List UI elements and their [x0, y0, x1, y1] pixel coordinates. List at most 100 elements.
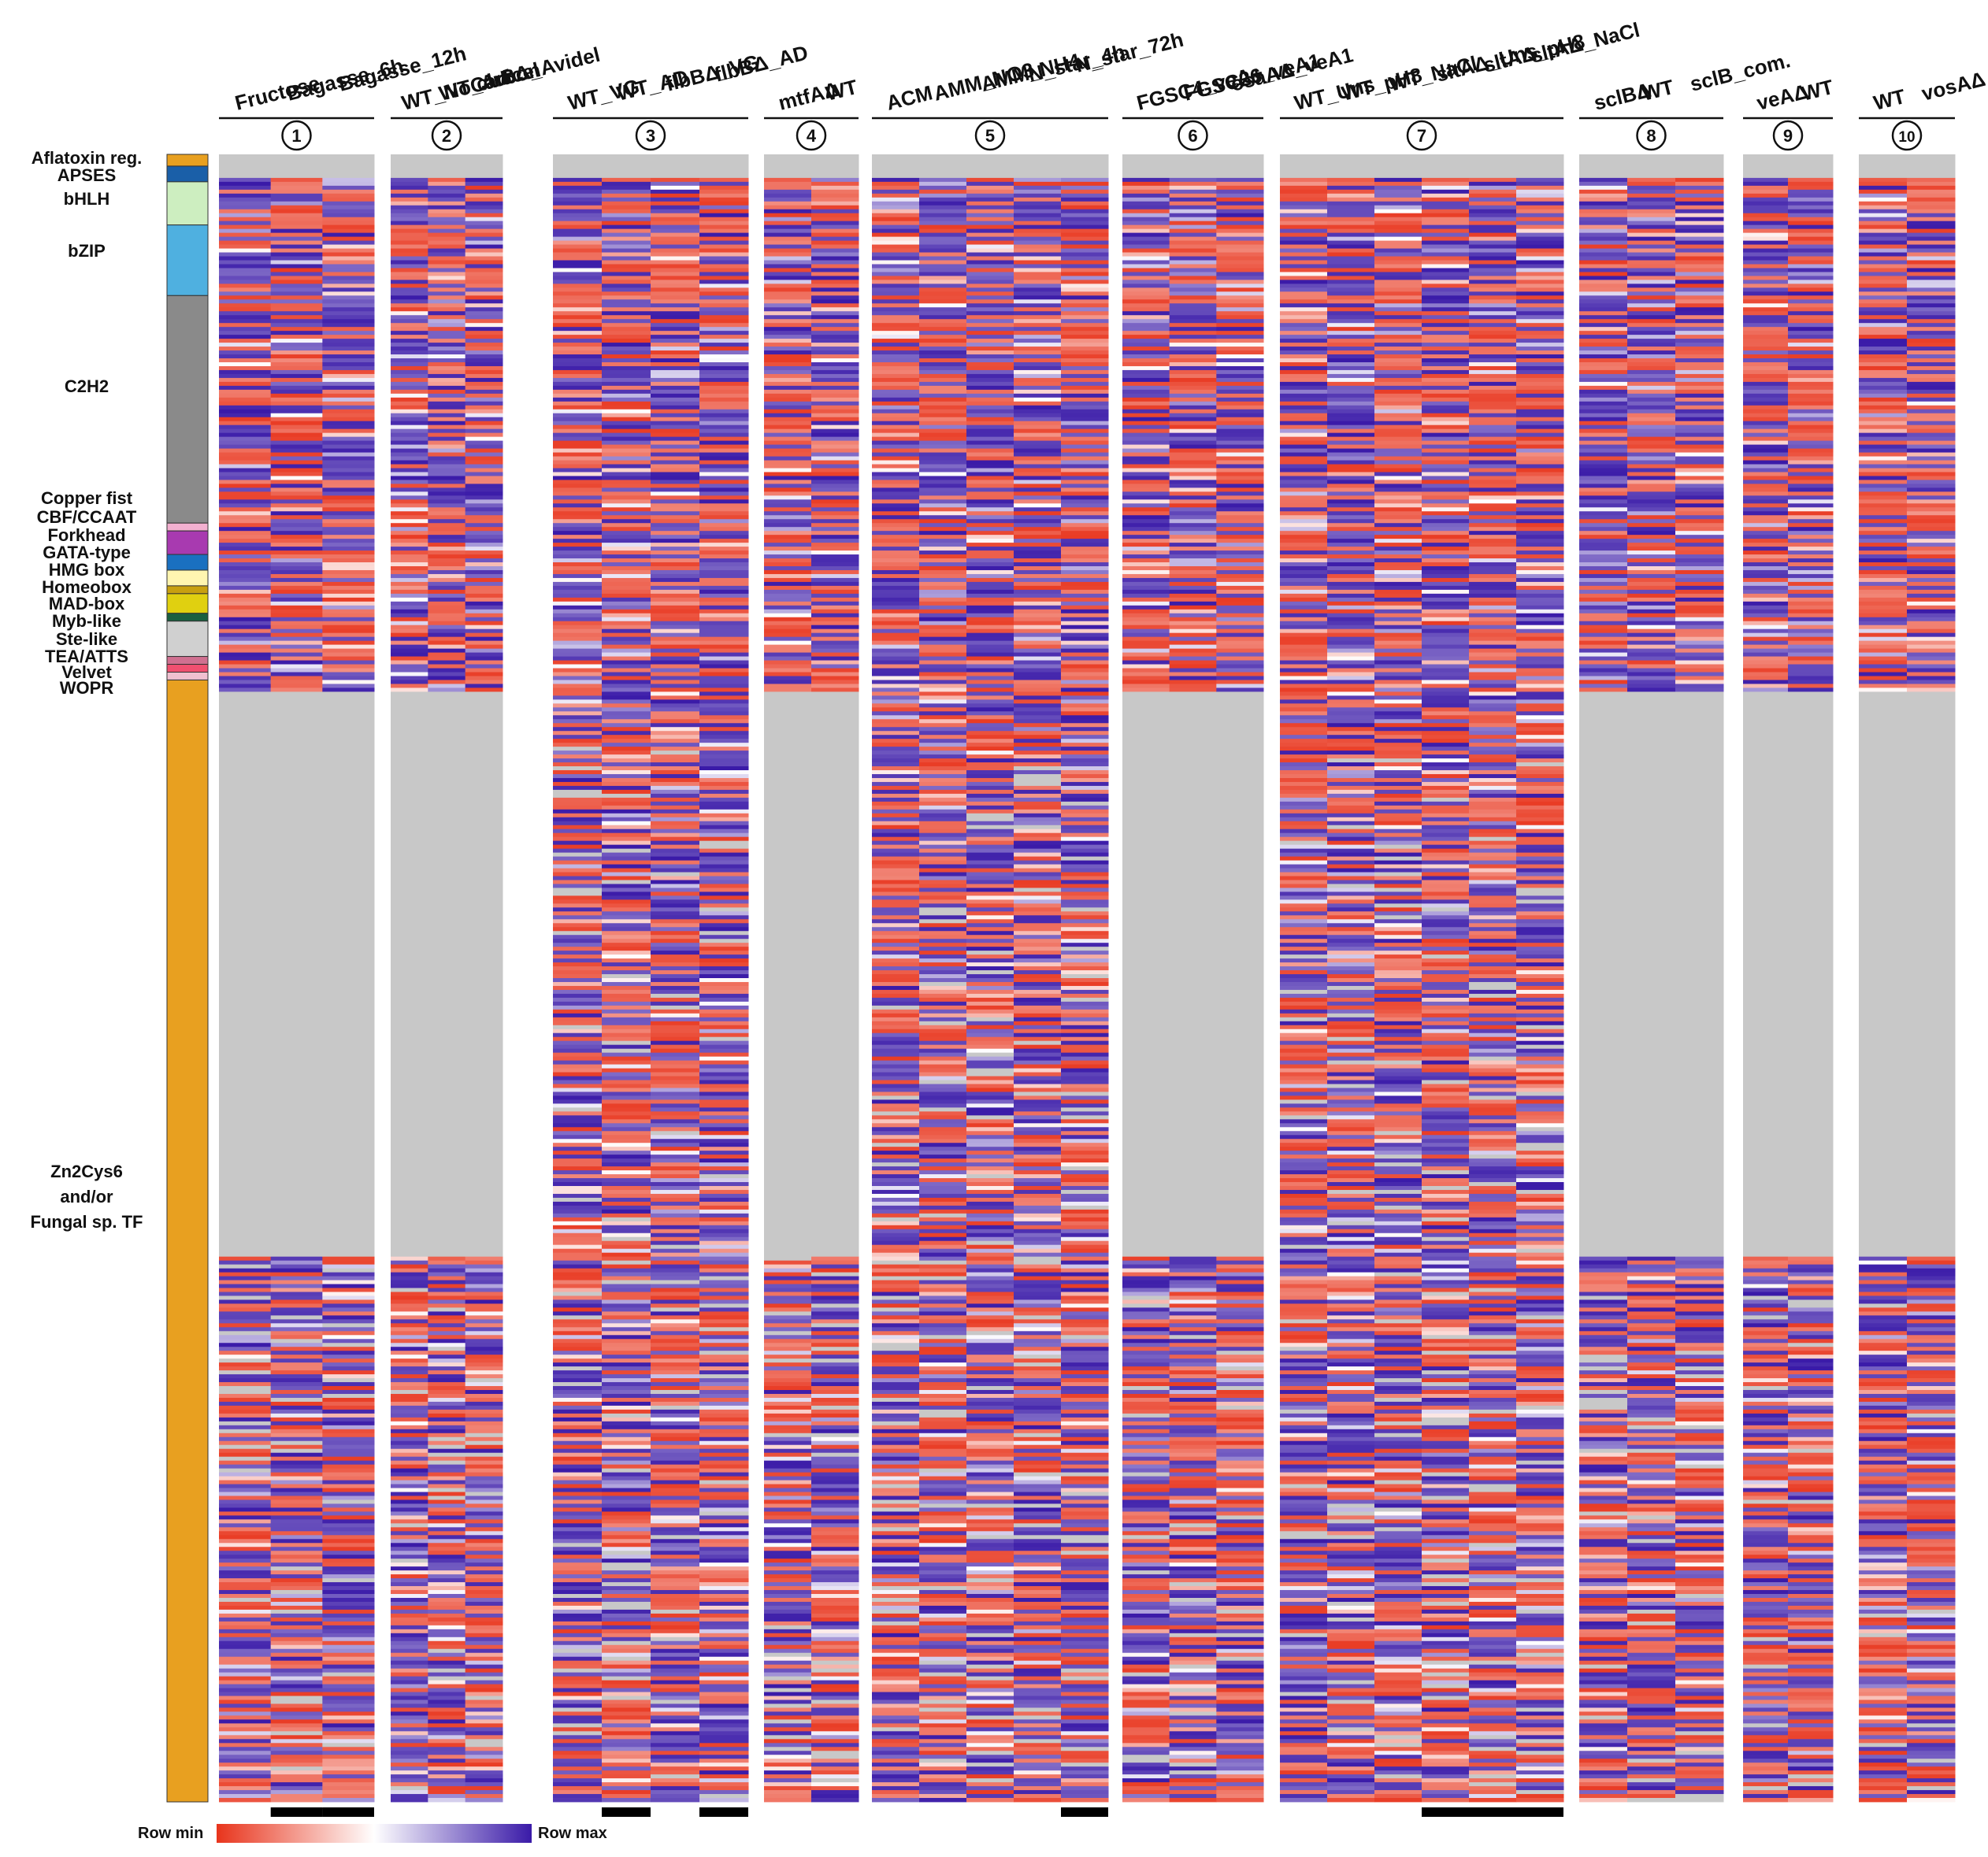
heatmap-cell — [602, 581, 651, 587]
heatmap-cell — [764, 311, 812, 316]
heatmap-cell — [764, 1492, 812, 1496]
heatmap-cell — [872, 347, 920, 351]
heatmap-cell — [919, 978, 967, 983]
heatmap-cell — [764, 1731, 812, 1736]
heatmap-cell — [553, 1476, 603, 1481]
heatmap-cell — [602, 884, 651, 888]
heatmap-cell — [966, 1162, 1014, 1167]
heatmap-cell — [602, 1205, 651, 1210]
heatmap-cell — [553, 358, 603, 363]
heatmap-cell — [811, 331, 859, 335]
heatmap-cell — [391, 217, 428, 222]
heatmap-cell — [811, 303, 859, 308]
heatmap-cell — [553, 1009, 603, 1014]
heatmap-cell — [811, 224, 859, 230]
heatmap-cell — [919, 547, 967, 551]
heatmap-cell — [553, 899, 603, 904]
heatmap-cell — [553, 1197, 603, 1203]
heatmap-cell — [270, 444, 323, 449]
heatmap-cell — [219, 1668, 272, 1674]
heatmap-cell — [651, 660, 700, 665]
heatmap-cell — [602, 1327, 651, 1332]
heatmap-cell — [919, 935, 967, 940]
heatmap-cell — [553, 1256, 603, 1262]
heatmap-cell — [764, 248, 812, 253]
family-label: HMG box — [49, 560, 125, 580]
heatmap-cell — [872, 884, 920, 888]
heatmap-cell — [219, 1770, 272, 1775]
heatmap-cell — [651, 1139, 700, 1143]
heatmap-cell — [553, 723, 603, 728]
heatmap-cell — [651, 1648, 700, 1654]
heatmap-cell — [764, 1617, 812, 1622]
heatmap-cell — [919, 1236, 967, 1242]
heatmap-cell — [651, 1382, 700, 1387]
heatmap-cell — [553, 1625, 603, 1630]
heatmap-cell — [872, 519, 920, 524]
heatmap-cell — [465, 365, 503, 371]
heatmap-cell — [764, 691, 812, 1262]
heatmap-cell — [699, 958, 749, 963]
heatmap-cell — [391, 350, 428, 355]
heatmap-cell — [602, 1652, 651, 1658]
heatmap-cell — [872, 1715, 920, 1720]
heatmap-cell — [391, 1648, 428, 1654]
heatmap-cell — [270, 1786, 323, 1791]
heatmap-cell — [811, 205, 859, 210]
heatmap-cell — [699, 1005, 749, 1010]
heatmap-cell — [764, 1284, 812, 1288]
heatmap-cell — [428, 213, 466, 218]
heatmap-cell — [553, 1703, 603, 1708]
heatmap-cell — [270, 547, 323, 551]
family-segment — [166, 554, 209, 571]
heatmap-cell — [391, 331, 428, 335]
heatmap-cell — [553, 448, 603, 453]
heatmap-cell — [764, 354, 812, 359]
heatmap-cell — [602, 205, 651, 210]
heatmap-cell — [322, 389, 375, 395]
heatmap-cell — [872, 1382, 920, 1391]
heatmap-cell — [919, 1523, 967, 1528]
heatmap-cell — [465, 1307, 503, 1312]
heatmap-cell — [919, 1680, 967, 1685]
heatmap-cell — [553, 703, 603, 708]
heatmap-cell — [699, 801, 749, 806]
heatmap-cell — [428, 1292, 466, 1296]
heatmap-cell — [391, 1484, 428, 1488]
heatmap-cell — [811, 1272, 859, 1277]
heatmap-cell — [764, 1759, 812, 1763]
heatmap-cell — [322, 648, 375, 653]
heatmap-cell — [764, 397, 812, 402]
heatmap-cell — [428, 1613, 466, 1618]
heatmap-cell — [391, 311, 428, 316]
heatmap-cell — [872, 864, 920, 869]
heatmap-cell — [465, 444, 503, 449]
heatmap-cell — [219, 680, 272, 684]
heatmap-cell — [322, 476, 375, 480]
heatmap-cell — [811, 1390, 859, 1395]
heatmap-cell — [553, 1492, 603, 1496]
heatmap-cell — [428, 1382, 466, 1387]
heatmap-cell — [872, 1339, 920, 1344]
family-segment — [166, 585, 209, 595]
heatmap-cell — [391, 672, 428, 676]
heatmap-cell — [553, 365, 603, 371]
heatmap-cell — [553, 1727, 603, 1732]
heatmap-cell — [219, 397, 272, 402]
heatmap-cell — [699, 1590, 749, 1595]
heatmap-cell — [872, 547, 920, 551]
heatmap-cell — [602, 640, 651, 646]
heatmap-cell — [651, 640, 700, 646]
family-label: Aflatoxin reg. — [32, 148, 143, 168]
heatmap-cell — [966, 405, 1014, 410]
heatmap-cell — [602, 1068, 651, 1073]
heatmap-cell — [602, 468, 651, 473]
heatmap-cell — [651, 1782, 700, 1787]
heatmap-cell — [966, 377, 1014, 383]
heatmap-cell — [553, 1315, 603, 1320]
heatmap-cell — [602, 911, 651, 916]
heatmap-cell — [872, 236, 920, 241]
heatmap-cell — [270, 1425, 323, 1430]
heatmap-cell — [872, 1460, 920, 1466]
heatmap-cell — [872, 1268, 920, 1273]
